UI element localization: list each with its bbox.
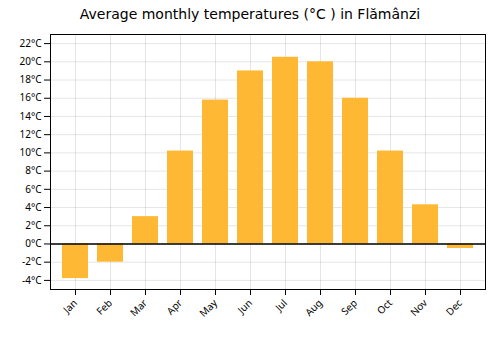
svg-text:20°C: 20°C [19,54,42,68]
svg-text:-2°C: -2°C [22,254,42,268]
svg-text:8°C: 8°C [25,163,42,177]
svg-text:Sep: Sep [338,296,360,318]
svg-text:Oct: Oct [374,296,396,318]
svg-text:Aug: Aug [302,296,325,319]
svg-text:12°C: 12°C [19,127,42,141]
svg-text:Jun: Jun [234,296,255,317]
svg-text:Mar: Mar [127,296,150,319]
svg-text:Nov: Nov [407,295,431,319]
svg-text:Dec: Dec [442,296,465,319]
svg-text:2°C: 2°C [25,218,42,232]
svg-text:Apr: Apr [163,296,185,318]
svg-text:Feb: Feb [93,296,115,318]
svg-text:16°C: 16°C [19,90,42,104]
svg-text:10°C: 10°C [19,145,42,159]
svg-text:22°C: 22°C [19,36,42,50]
svg-text:18°C: 18°C [19,72,42,86]
svg-text:Jan: Jan [59,296,80,317]
svg-text:Jul: Jul [271,296,290,315]
svg-text:May: May [196,295,221,320]
svg-text:14°C: 14°C [19,109,42,123]
svg-text:4°C: 4°C [25,200,42,214]
html-text:Average monthly temperatures (: Average monthly temperatures (°C ) in Fl… [79,6,421,22]
svg-text:-4°C: -4°C [22,273,42,287]
svg-text:0°C: 0°C [25,236,42,250]
svg-text:6°C: 6°C [25,182,42,196]
